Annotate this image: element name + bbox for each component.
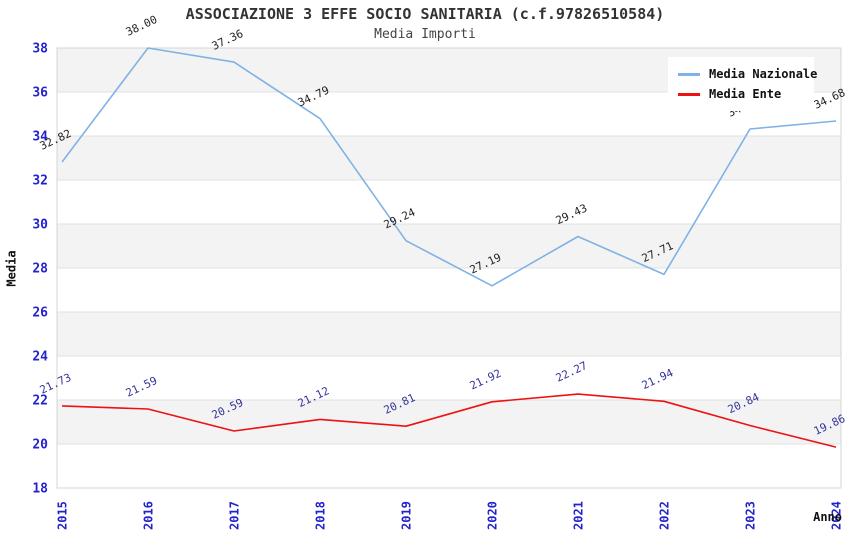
y-tick-label: 20 bbox=[32, 438, 48, 453]
plot-background-band bbox=[57, 312, 841, 356]
x-tick-label: 2020 bbox=[486, 501, 500, 530]
data-label: 21.94 bbox=[640, 366, 676, 392]
y-tick-label: 28 bbox=[32, 262, 48, 277]
x-tick-label: 2015 bbox=[56, 501, 70, 530]
y-tick-label: 22 bbox=[32, 394, 48, 409]
x-tick-label: 2016 bbox=[142, 501, 156, 530]
plot-border bbox=[56, 47, 842, 489]
x-tick-label: 2019 bbox=[400, 501, 414, 530]
chart-title: ASSOCIAZIONE 3 EFFE SOCIO SANITARIA (c.f… bbox=[185, 5, 665, 23]
x-tick-label: 2017 bbox=[228, 501, 242, 530]
legend-item-media-nazionale: Media Nazionale bbox=[678, 64, 817, 84]
x-tick-label: 2023 bbox=[744, 501, 758, 530]
x-tick-label: 2018 bbox=[314, 501, 328, 530]
y-tick-label: 38 bbox=[32, 42, 48, 57]
y-tick-label: 30 bbox=[32, 218, 48, 233]
series-line-media-nazionale bbox=[61, 47, 837, 287]
y-tick-label: 18 bbox=[32, 482, 48, 497]
x-axis-label: Anno bbox=[813, 510, 842, 524]
data-label: 21.92 bbox=[468, 367, 504, 393]
y-tick-label: 32 bbox=[32, 174, 48, 189]
data-label: 29.43 bbox=[554, 201, 590, 227]
x-tick-label: 2022 bbox=[658, 501, 672, 530]
y-tick-label: 24 bbox=[32, 350, 48, 365]
x-tick-label: 2021 bbox=[572, 501, 586, 530]
x-tick-label: 2024 bbox=[830, 501, 844, 530]
data-label: 22.27 bbox=[554, 359, 590, 385]
legend-label: Media Nazionale bbox=[709, 67, 818, 81]
plot-background-band bbox=[57, 400, 841, 444]
data-label: 21.59 bbox=[124, 374, 160, 400]
series-line-media-ente bbox=[61, 393, 837, 448]
legend-item-media-ente: Media Ente bbox=[678, 84, 808, 104]
plot-background-band bbox=[57, 224, 841, 268]
y-tick-label: 36 bbox=[32, 86, 48, 101]
legend-line-swatch-red bbox=[678, 92, 700, 96]
chart-subtitle: Media Importi bbox=[374, 27, 476, 42]
data-label: 21.73 bbox=[38, 371, 74, 397]
legend-line-swatch-blue bbox=[678, 72, 700, 76]
y-tick-label: 26 bbox=[32, 306, 48, 321]
legend: Media Nazionale Media Ente bbox=[668, 57, 817, 111]
plot-background-band bbox=[57, 136, 841, 180]
y-axis-label: Media bbox=[4, 250, 19, 287]
y-tick-label: 34 bbox=[32, 130, 48, 145]
legend-label: Media Ente bbox=[709, 87, 782, 101]
